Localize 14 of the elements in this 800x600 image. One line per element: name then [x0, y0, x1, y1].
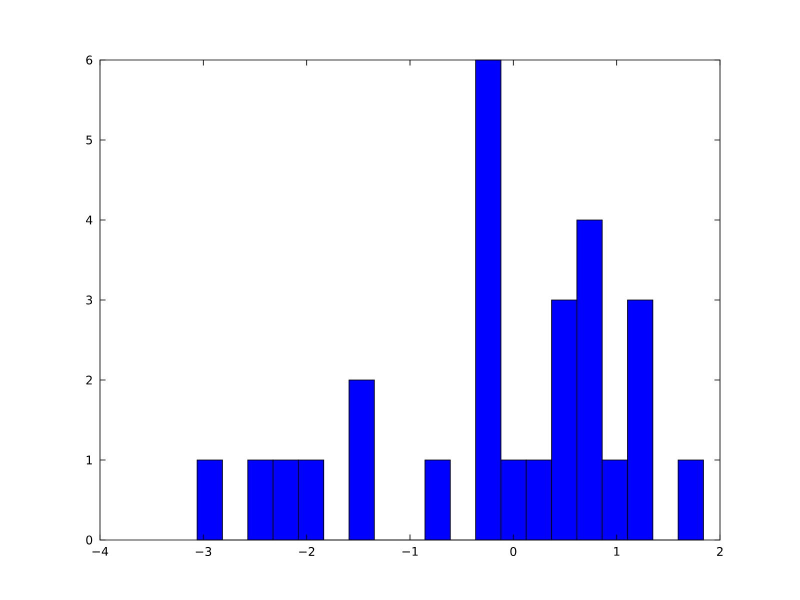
y-tick-label: 1	[86, 456, 92, 464]
x-tick-label: 2	[717, 547, 723, 556]
y-tick-label: 5	[86, 136, 92, 144]
y-tick-label: 3	[86, 296, 92, 305]
y-tick-label: 2	[86, 376, 92, 384]
x-tick-label: 0	[510, 547, 516, 556]
x-tick-label: −2	[299, 547, 314, 556]
y-tick-label: 0	[86, 536, 92, 545]
y-tick-label: 4	[86, 216, 92, 224]
y-tick-label: 6	[86, 55, 92, 65]
x-tick-label: 1	[614, 547, 620, 556]
x-tick-label: −4	[92, 547, 108, 556]
x-tick-label: −1	[402, 547, 418, 556]
x-tick-label: −3	[196, 547, 212, 556]
